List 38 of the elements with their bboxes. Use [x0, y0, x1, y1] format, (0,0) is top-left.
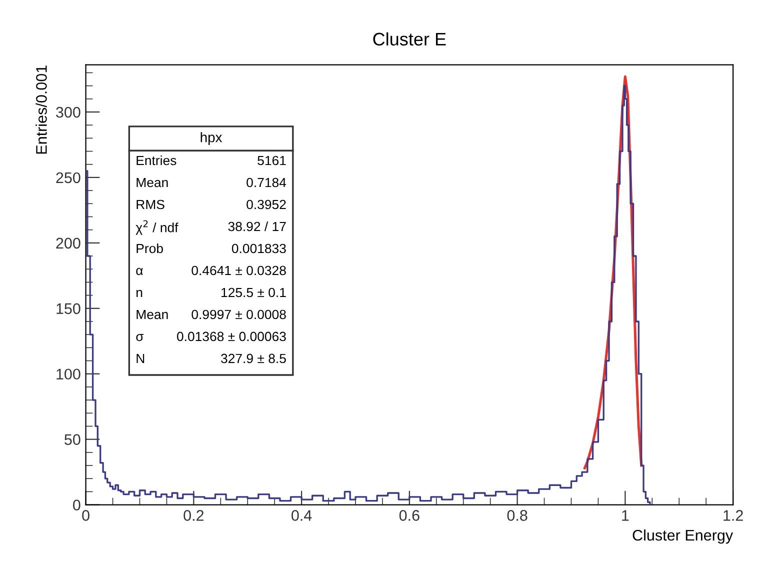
annotation: χ$^{2}$ / ndf [136, 220, 178, 235]
x-tick-label: 1.2 [724, 510, 743, 521]
y-tick-label: 50 [64, 434, 80, 445]
annotation: Mean [136, 310, 168, 320]
annotation: 0.9997 ± 0.0008 [192, 310, 286, 320]
annotation: 38.92 / 17 [228, 221, 286, 232]
annotation: 5161 [258, 156, 286, 166]
x-tick-label: 0.8 [507, 510, 528, 521]
x-tick-label: 0.2 [184, 510, 204, 521]
x-tick-label: 0.4 [292, 510, 312, 521]
chart-title: Cluster E [373, 32, 446, 46]
y-axis-title: Entries/0.001 [36, 66, 47, 154]
annotation: 0.3952 [246, 200, 286, 210]
y-tick-label: 200 [56, 238, 80, 249]
annotation: 0.4641 ± 0.0328 [192, 266, 286, 276]
y-tick-label: 150 [56, 303, 80, 314]
annotation: RMS [136, 200, 164, 210]
annotation: Prob [136, 243, 163, 254]
annotation: 0.001833 [232, 244, 286, 254]
annotation: 327.9 ± 8.5 [221, 354, 286, 364]
annotation: N [136, 354, 144, 364]
y-tick-label: 0 [73, 500, 80, 510]
x-tick-label: 0 [82, 510, 90, 521]
x-axis-title: Cluster Energy [632, 529, 734, 544]
annotation: 0.01368 ± 0.00063 [177, 332, 286, 342]
annotation: Mean [136, 178, 168, 188]
annotation: 125.5 ± 0.1 [222, 288, 286, 298]
y-tick-label: 100 [56, 368, 80, 380]
annotation: hpx [200, 132, 222, 146]
annotation: 0.7184 [246, 178, 286, 188]
annotation: Entries [136, 155, 176, 166]
annotation: n [136, 290, 142, 298]
y-tick-label: 300 [56, 106, 80, 118]
x-tick-label: 0.6 [399, 510, 420, 521]
y-tick-label: 250 [56, 172, 80, 184]
x-tick-label: 1 [622, 510, 629, 521]
annotation: σ [136, 334, 144, 342]
annotation: α [136, 268, 143, 276]
